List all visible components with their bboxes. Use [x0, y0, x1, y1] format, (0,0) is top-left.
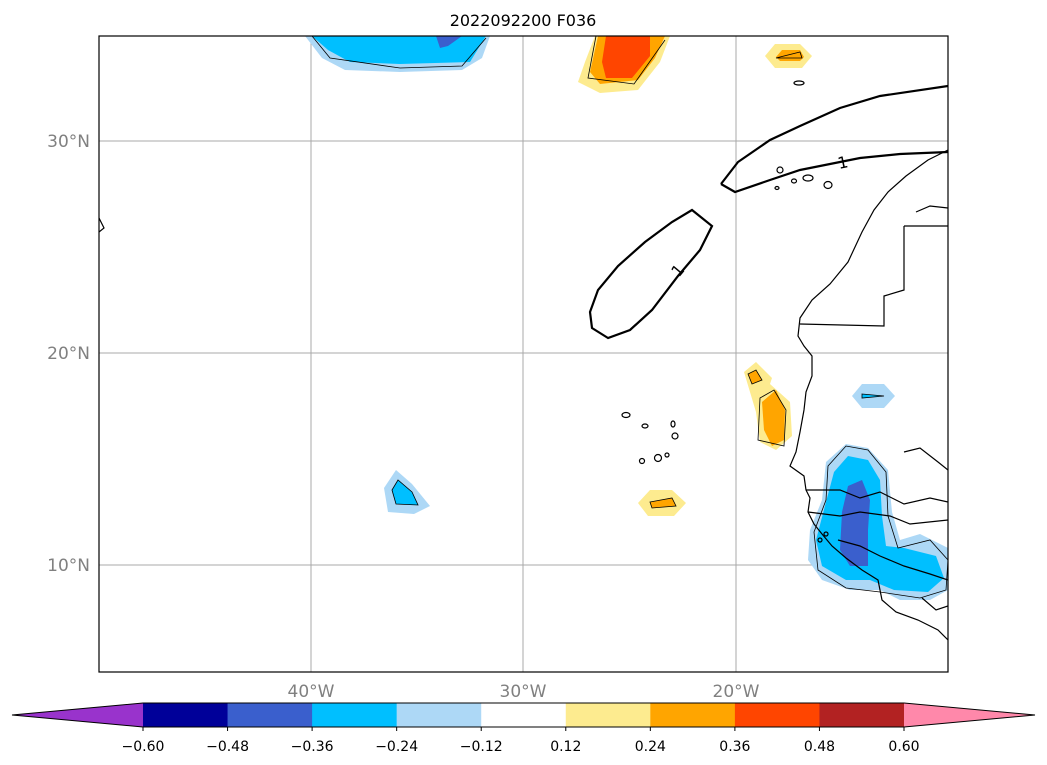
colorbar-swatch [819, 703, 905, 727]
contour-central [588, 208, 714, 340]
island-cv-5 [638, 457, 646, 465]
lon-label-40w: 40°W [288, 682, 335, 702]
lat-label-30n: 30°N [47, 132, 90, 152]
coast-west-edge [99, 217, 105, 233]
lat-label-10n: 10°N [47, 556, 90, 576]
positive-anomaly-cape-verde [638, 490, 686, 516]
colorbar-tick-label: −0.12 [460, 739, 503, 755]
island-cv-2 [641, 423, 649, 429]
negative-anomaly-west-africa [808, 444, 948, 600]
island-cv-6 [653, 453, 663, 463]
contour-label-north: 1 [836, 152, 850, 173]
islands [621, 80, 833, 543]
island-bissagos-1 [817, 537, 823, 543]
coast-africa [789, 149, 948, 641]
contour-lines [588, 84, 948, 340]
island-canary-3 [802, 174, 814, 182]
colorbar-tick-label: 0.48 [804, 739, 835, 755]
longitude-labels: 40°W 30°W 20°W [288, 682, 760, 702]
contour-north-upper [720, 84, 948, 185]
border-liberia [921, 597, 948, 611]
negative-anomaly-small-east [852, 384, 895, 408]
colorbar-tick-label: 0.60 [888, 739, 919, 755]
positive-anomaly-senegal [744, 362, 792, 450]
contour-north-lower [720, 150, 948, 194]
colorbar-tick-label: −0.60 [122, 739, 165, 755]
colorbar-extend-low [12, 703, 143, 727]
island-cv-4 [671, 432, 679, 440]
colorbar-tick-label: 0.36 [719, 739, 750, 755]
lon-label-20w: 20°W [713, 682, 760, 702]
island-bissagos-2 [823, 531, 829, 537]
lat-label-20n: 20°N [47, 344, 90, 364]
colorbar-tick-label: 0.12 [550, 739, 581, 755]
map-frame [98, 35, 949, 673]
colorbar-tick-label: 0.24 [635, 739, 666, 755]
island-canary-4 [823, 180, 833, 190]
island-madeira [793, 80, 805, 86]
island-cv-1 [621, 411, 631, 419]
colorbar-tick-label: −0.24 [375, 739, 418, 755]
lon-label-30w: 30°W [500, 682, 547, 702]
colorbar-swatch [650, 703, 736, 727]
colorbar: −0.60 −0.48 −0.36 −0.24 −0.12 0.12 0.24 0.36 0.4… [11, 702, 1036, 755]
island-canary-2 [790, 178, 798, 184]
map-panel: 1 1 [98, 35, 949, 673]
colorbar-swatch [143, 703, 229, 727]
latitude-labels: 30°N 20°N 10°N [47, 132, 90, 576]
colorbar-swatch [565, 703, 651, 727]
island-canary-1 [776, 166, 784, 174]
border-guinea [807, 511, 948, 525]
figure-title: 2022092200 F036 [450, 11, 597, 30]
colorbar-swatch [312, 703, 398, 727]
coastlines [99, 149, 948, 641]
colorbar-swatch [734, 703, 820, 727]
colorbar-extend-high [904, 703, 1035, 727]
colorbar-tick-label: −0.36 [291, 739, 334, 755]
colorbar-swatch [396, 703, 482, 727]
border-senegal [806, 489, 948, 505]
border-sahara [799, 226, 905, 327]
gridlines [99, 36, 948, 672]
island-canary-5 [774, 185, 780, 191]
negative-anomaly-west [384, 470, 430, 514]
negative-anomaly-north [305, 36, 490, 72]
colorbar-swatch [227, 703, 313, 727]
colorbar-swatch [481, 703, 567, 727]
border-sierra-leone [837, 539, 948, 581]
coast-iberia-hint [915, 205, 948, 213]
positive-anomaly-north [578, 36, 670, 93]
island-cv-3 [670, 420, 676, 428]
positive-anomaly-small-ne [765, 44, 812, 68]
colorbar-tick-label: −0.48 [206, 739, 249, 755]
island-cv-7 [664, 452, 670, 458]
border-mali [903, 447, 948, 471]
